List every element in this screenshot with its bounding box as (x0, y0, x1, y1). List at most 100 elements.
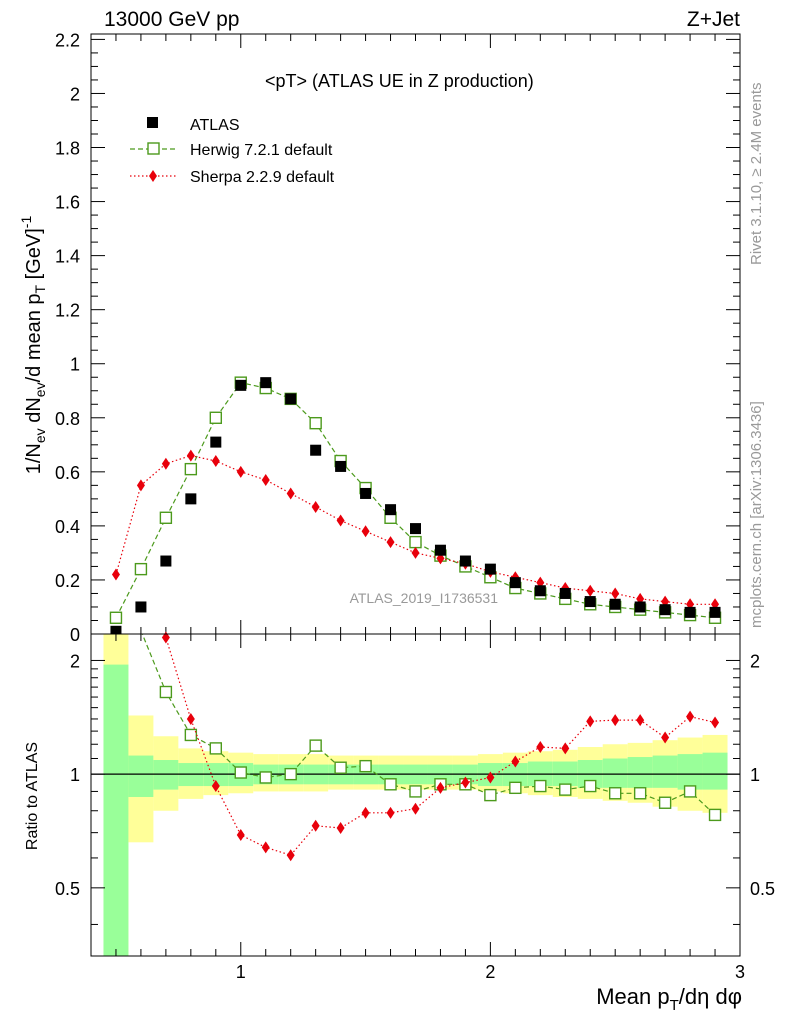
main-point-sherpa (411, 546, 420, 559)
ratio-point-herwig (259, 771, 272, 784)
main-point-atlas (310, 444, 322, 456)
main-point-sherpa (186, 449, 195, 462)
main-ytick-label: 2.2 (55, 30, 80, 50)
ratio-frame (90, 633, 741, 957)
ratio-point-sherpa (286, 849, 295, 862)
main-series-layer (109, 376, 722, 637)
legend-marker-atlas (147, 117, 158, 128)
band-1sigma-bin (103, 664, 129, 956)
mcplots-label: mcplots.cern.ch [arXiv:1306.3436] (748, 401, 765, 628)
main-point-atlas (484, 563, 496, 575)
main-point-atlas (559, 587, 571, 599)
rivet-label: Rivet 3.1.10, ≥ 2.4M events (748, 83, 765, 266)
main-point-sherpa (286, 487, 295, 500)
main-point-atlas (360, 487, 372, 499)
main-point-atlas (659, 604, 671, 616)
main-ylabel: 1/Nev dNev/d mean pT [GeV]-1 (18, 216, 48, 475)
main-ytick-label: 0.8 (55, 409, 80, 429)
main-point-sherpa (261, 473, 270, 486)
ratio-point-herwig (234, 766, 247, 779)
band-1sigma-bin (652, 755, 678, 788)
main-ytick-label: 0.2 (55, 571, 80, 591)
main-axis-ticks: 0 0.2 0.4 0.6 0.8 1 1.2 1.4 1.6 1.8 2 2.2 (55, 30, 741, 645)
ratio-point-sherpa (711, 716, 720, 729)
ratio-point-herwig (209, 742, 223, 755)
ratio-ytick-label-right: 1 (750, 765, 760, 785)
chart-title-text: <pT> (ATLAS UE in Z production) (265, 71, 534, 91)
ratio-point-sherpa (411, 802, 420, 815)
main-ytick-label: 1.6 (55, 193, 80, 213)
main-ytick-label: 0.4 (55, 517, 80, 537)
ratio-point-sherpa (361, 806, 370, 819)
ratio-axis-ticks: 1 2 3 0.5 0.5 1 1 2 2 (55, 634, 775, 982)
ratio-point-sherpa (436, 781, 445, 794)
band-1sigma-bin (677, 754, 703, 790)
main-ytick-label: 1.8 (55, 139, 80, 159)
ratio-point-herwig (184, 728, 198, 742)
main-point-atlas (684, 606, 696, 618)
legend-label-atlas: ATLAS (190, 117, 240, 134)
ratio-ytick-label-right: 2 (750, 651, 760, 671)
band-1sigma-bin (702, 752, 728, 790)
band-1sigma-bin (153, 760, 179, 790)
main-point-atlas (235, 379, 247, 391)
ratio-point-herwig (559, 783, 572, 796)
ratio-point-herwig (409, 785, 422, 798)
ratio-ylabel: Ratio to ATLAS (24, 742, 41, 850)
main-point-herwig (159, 511, 173, 524)
main-point-sherpa (311, 500, 320, 513)
ratio-uncertainty-bands (103, 634, 728, 956)
main-point-atlas (110, 625, 122, 637)
ratio-point-sherpa (461, 776, 470, 789)
ratio-point-sherpa (561, 742, 570, 755)
main-point-atlas (160, 555, 172, 567)
ratio-point-herwig (334, 761, 347, 774)
ratio-point-sherpa (661, 731, 670, 744)
ratio-point-herwig (484, 788, 497, 802)
ratio-point-herwig (284, 767, 297, 781)
ratio-ytick-label: 1 (70, 765, 80, 785)
ratio-series-layer (141, 631, 722, 862)
legend-label-sherpa: Sherpa 2.2.9 default (190, 169, 335, 186)
main-point-atlas (609, 598, 621, 610)
main-point-atlas (434, 544, 446, 556)
main-point-sherpa (361, 525, 370, 538)
ratio-point-sherpa (236, 829, 245, 842)
xtick-label: 2 (485, 962, 495, 982)
main-point-sherpa (336, 514, 345, 527)
legend: ATLAS Herwig 7.2.1 default Sherpa 2.2.9 … (130, 117, 335, 186)
ratio-point-sherpa (311, 819, 320, 832)
ratio-point-sherpa (486, 771, 495, 784)
main-ytick-label: 1.4 (55, 247, 80, 267)
band-1sigma-bin (128, 755, 154, 797)
ratio-point-sherpa (386, 806, 395, 819)
main-ytick-label: 0 (70, 625, 80, 645)
header-left: 13000 GeV pp (104, 8, 239, 31)
ratio-point-herwig (633, 787, 647, 800)
ratio-point-herwig (384, 778, 397, 791)
band-1sigma-bin (602, 758, 628, 788)
ratio-point-sherpa (586, 715, 595, 728)
main-line-herwig (115, 381, 716, 619)
main-ytick-label: 2 (70, 84, 80, 104)
xtick-label: 3 (735, 962, 745, 982)
main-point-atlas (459, 555, 471, 567)
ratio-point-sherpa (261, 841, 270, 854)
main-point-herwig (309, 416, 322, 430)
ratio-point-sherpa (636, 714, 645, 727)
main-ytick-label: 0.6 (55, 463, 80, 483)
ratio-point-sherpa (161, 631, 170, 644)
legend-marker-herwig (147, 142, 160, 155)
ratio-point-herwig (584, 779, 597, 793)
main-point-atlas (135, 601, 147, 613)
main-point-atlas (584, 596, 596, 608)
ratio-point-herwig (309, 739, 322, 752)
main-point-herwig (209, 411, 223, 424)
main-point-atlas (210, 436, 222, 448)
xlabel: Mean pT/dη dφ (596, 984, 742, 1014)
ratio-point-sherpa (686, 710, 695, 723)
main-point-atlas (709, 606, 721, 618)
header-right: Z+Jet (687, 8, 740, 31)
main-point-sherpa (611, 587, 620, 600)
